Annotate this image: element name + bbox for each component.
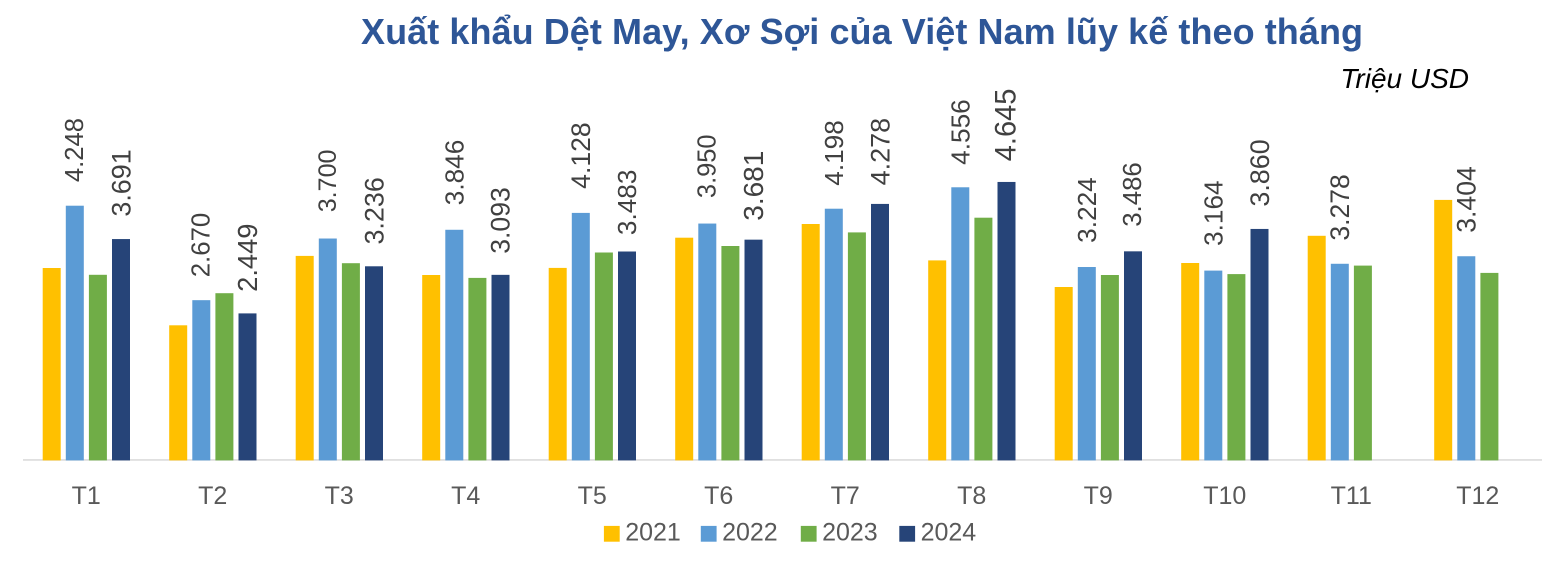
svg-text:T10: T10 (1203, 482, 1246, 510)
svg-text:T12: T12 (1456, 482, 1499, 510)
svg-text:T4: T4 (451, 482, 480, 510)
svg-text:T9: T9 (1084, 482, 1113, 510)
svg-text:3.846: 3.846 (439, 140, 469, 206)
svg-text:3.404: 3.404 (1451, 166, 1481, 233)
svg-text:T11: T11 (1331, 482, 1372, 510)
svg-text:4.248: 4.248 (61, 118, 89, 182)
svg-text:3.691: 3.691 (106, 149, 137, 216)
svg-text:3.224: 3.224 (1072, 177, 1102, 243)
svg-text:4.128: 4.128 (566, 122, 596, 188)
svg-text:T5: T5 (578, 482, 607, 510)
svg-text:Triệu USD: Triệu USD (1340, 63, 1469, 94)
svg-text:T6: T6 (704, 482, 733, 510)
svg-text:2024: 2024 (921, 519, 977, 547)
svg-text:4.556: 4.556 (945, 99, 975, 165)
svg-text:2023: 2023 (822, 519, 878, 547)
svg-text:T8: T8 (957, 482, 986, 510)
svg-text:2021: 2021 (625, 519, 681, 547)
svg-text:3.860: 3.860 (1244, 139, 1275, 206)
svg-text:T1: T1 (72, 482, 101, 510)
svg-text:3.950: 3.950 (693, 134, 721, 198)
svg-text:3.236: 3.236 (359, 177, 390, 244)
svg-text:T3: T3 (325, 482, 354, 510)
svg-text:T2: T2 (198, 482, 227, 510)
svg-text:3.486: 3.486 (1119, 162, 1147, 227)
svg-text:3.164: 3.164 (1198, 180, 1228, 246)
svg-text:2022: 2022 (722, 519, 778, 547)
svg-text:3.700: 3.700 (314, 150, 342, 213)
svg-text:2.449: 2.449 (232, 224, 263, 292)
svg-text:4.645: 4.645 (991, 89, 1023, 162)
svg-text:3.483: 3.483 (612, 170, 642, 236)
svg-text:T7: T7 (831, 482, 860, 510)
svg-text:Xuất khẩu Dệt May, Xơ Sợi của: Xuất khẩu Dệt May, Xơ Sợi của Việt Nam l… (361, 11, 1363, 52)
svg-text:3.093: 3.093 (486, 187, 516, 253)
svg-text:4.198: 4.198 (819, 120, 849, 186)
svg-text:3.681: 3.681 (738, 151, 769, 221)
svg-text:4.278: 4.278 (865, 118, 896, 185)
svg-text:2.670: 2.670 (187, 213, 215, 278)
svg-text:3.278: 3.278 (1325, 174, 1355, 240)
